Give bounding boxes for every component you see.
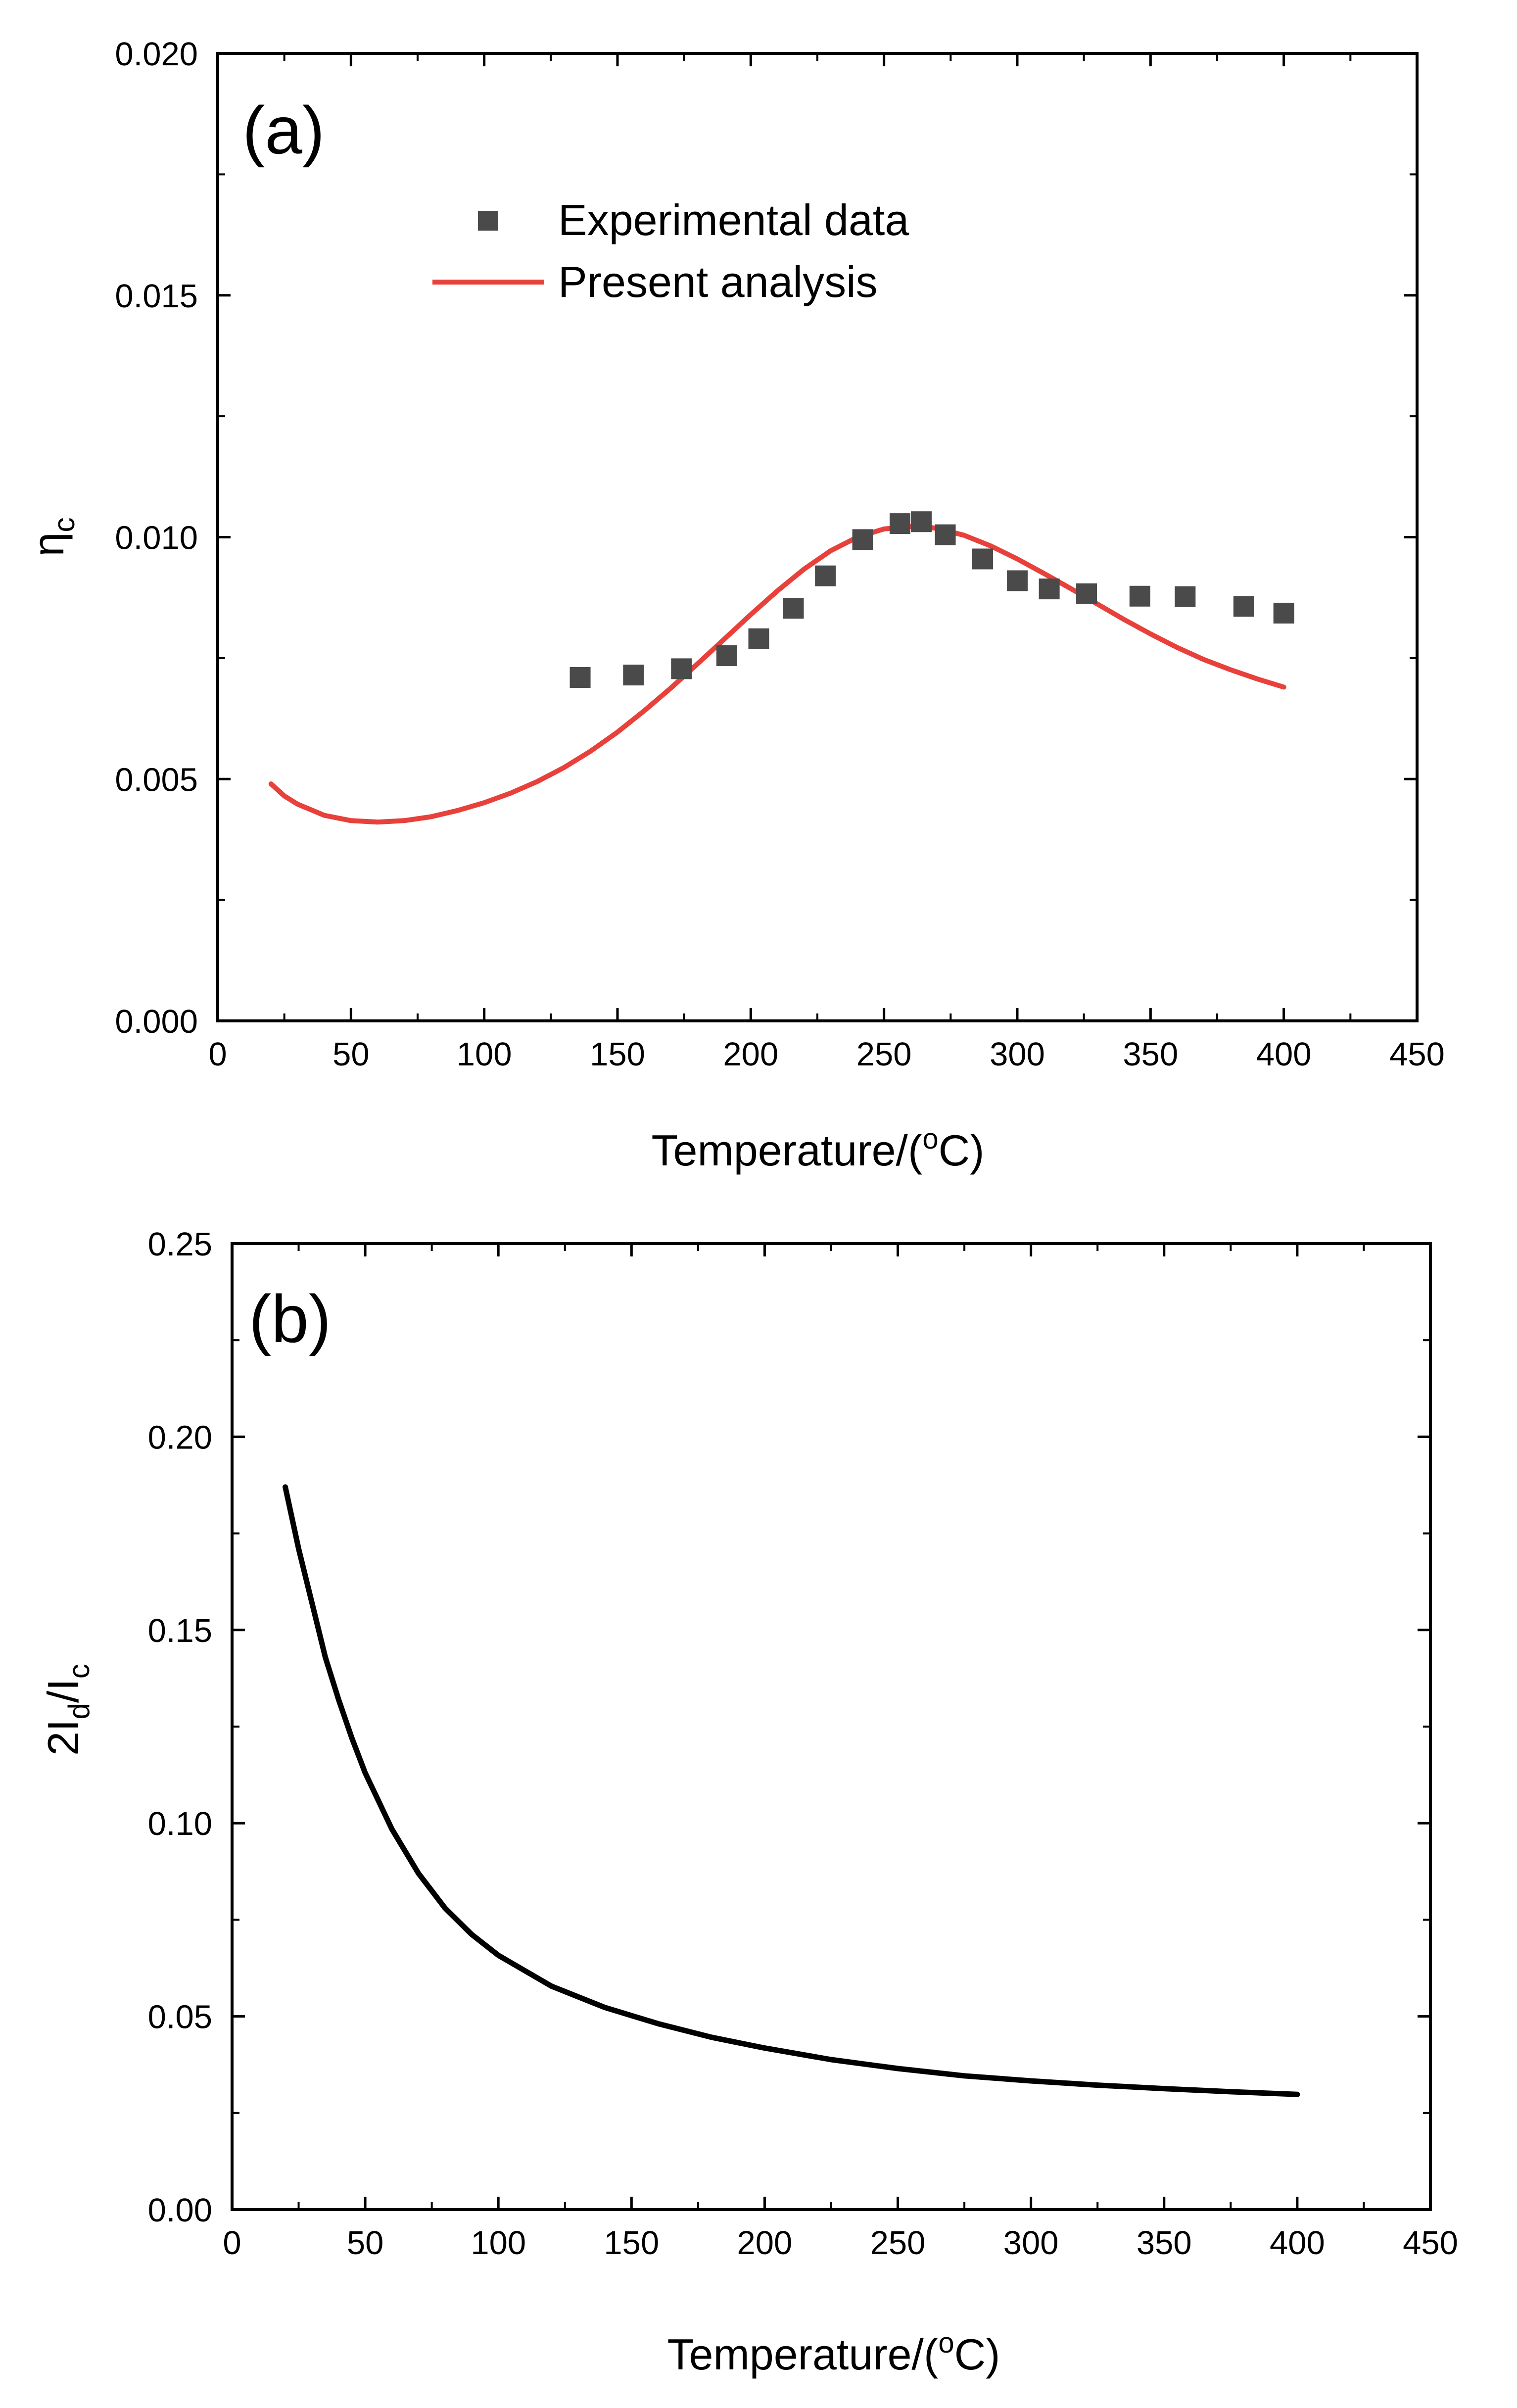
a-data-point [671,658,692,679]
b-ticks: 0 50 100 150 200 250 300 350 400 450 0.00 0.05 0.10 0… [148,1226,1458,2262]
b-y-tick-label: 0.25 [148,1226,212,1263]
b-x-tick-label: 100 [471,2224,526,2262]
a-x-axis-title-suffix: C) [939,1126,985,1175]
b-y-axis-title: 2Id/Ic [39,1664,95,1756]
b-x-tick-label: 400 [1270,2224,1325,2262]
a-y-axis-title-main: η [24,532,73,557]
a-data-point [569,667,591,688]
a-data-point [1175,586,1196,607]
a-data-point [1039,578,1060,600]
b-y-tick-label: 0.15 [148,1612,212,1649]
a-data-point [716,645,737,666]
a-data-point [1273,602,1294,624]
a-data-point [1007,570,1028,591]
a-x-tick-label: 300 [990,1036,1045,1073]
a-x-tick-label: 350 [1123,1036,1178,1073]
b-x-axis-title-prefix: Temperature/( [667,2330,939,2379]
a-curve-group [268,524,1286,825]
a-data-point [972,548,993,570]
a-data-point [935,524,956,545]
a-x-tick-label: 250 [856,1036,912,1073]
b-y-axis-title-part-4: c [62,1664,95,1679]
a-y-tick-label: 0.010 [115,520,198,557]
a-x-axis-title-sup: o [922,1123,938,1155]
panel-b: 0 50 100 150 200 250 300 350 400 450 0.00 0.05 0.10 0… [39,1226,1458,2379]
a-data-point [1129,585,1150,607]
a-data-point [911,511,932,532]
a-x-tick-label: 50 [332,1036,370,1073]
a-legend-label-present: Present analysis [558,257,878,306]
panel-a: 0 50 100 150 200 250 300 350 400 450 0.000 0.005 0.0… [24,36,1445,1175]
a-data-point [889,513,910,534]
a-ticks: 0 50 100 150 200 250 300 350 400 450 0.000 0.005 0.0… [115,36,1445,1073]
b-plot-frame [231,1242,1432,2211]
b-x-tick-label: 150 [604,2224,659,2262]
a-x-axis-title-prefix: Temperature/( [652,1126,923,1175]
a-data-point [815,565,836,586]
a-x-tick-label: 100 [457,1036,512,1073]
a-y-axis-title: ηc [24,518,81,557]
a-x-tick-label: 150 [590,1036,645,1073]
a-y-tick-label: 0.020 [115,36,198,73]
a-legend-marker-experimental [478,211,498,231]
b-y-tick-label: 0.10 [148,1805,212,1842]
b-x-tick-label: 250 [870,2224,926,2262]
a-x-axis-title: Temperature/(oC) [652,1123,985,1175]
b-y-tick-label: 0.00 [148,2192,212,2229]
b-y-tick-label: 0.05 [148,1999,212,2036]
a-y-tick-label: 0.015 [115,278,198,315]
a-x-tick-label: 400 [1256,1036,1312,1073]
b-x-axis-title-suffix: C) [954,2330,1000,2379]
b-curve-group [283,1484,1300,2097]
a-y-axis-title-sub: c [47,518,81,532]
b-panel-label: (b) [249,1281,331,1356]
b-x-tick-label: 0 [223,2224,241,2262]
a-x-tick-label: 200 [723,1036,778,1073]
a-points-group [569,511,1294,688]
b-y-axis-title-part-1: 2I [39,1719,88,1755]
a-series-line-1 [268,524,1286,825]
b-x-axis-title: Temperature/(oC) [667,2327,1000,2379]
a-data-point [623,665,644,686]
b-series-line-0 [283,1484,1300,2097]
b-x-tick-label: 350 [1137,2224,1192,2262]
a-data-point [1076,583,1097,604]
a-legend-label-experimental: Experimental data [558,195,909,244]
a-legend: Experimental data Present analysis [432,195,909,306]
b-y-axis-title-part-3: /I [39,1679,88,1703]
b-y-axis-title-part-2: d [62,1703,95,1719]
a-data-point [852,529,873,550]
b-x-tick-label: 200 [737,2224,793,2262]
a-data-point [748,628,769,649]
a-data-point [783,598,804,619]
b-y-tick-label: 0.20 [148,1419,212,1456]
a-panel-label: (a) [242,93,325,168]
b-x-axis-title-sup: o [938,2327,954,2359]
a-plot-frame [216,52,1419,1022]
a-data-point [1233,596,1254,617]
a-x-tick-label: 450 [1389,1036,1445,1073]
b-x-tick-label: 300 [1003,2224,1059,2262]
a-x-tick-label: 0 [208,1036,227,1073]
a-y-tick-label: 0.005 [115,761,198,798]
b-x-tick-label: 450 [1403,2224,1458,2262]
a-y-tick-label: 0.000 [115,1003,198,1040]
b-x-tick-label: 50 [347,2224,384,2262]
